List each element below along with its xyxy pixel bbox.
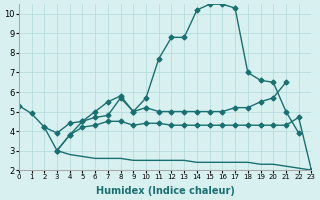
X-axis label: Humidex (Indice chaleur): Humidex (Indice chaleur): [96, 186, 235, 196]
